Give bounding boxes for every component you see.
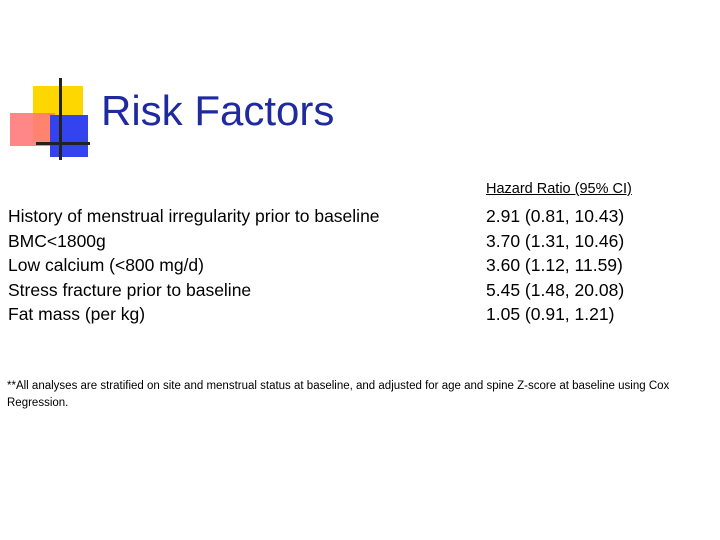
hazard-ratio-value: 2.91 (0.81, 10.43)	[486, 206, 625, 226]
hazard-ratio-list: 2.91 (0.81, 10.43) 3.70 (1.31, 10.46) 3.…	[486, 204, 624, 327]
logo-horizontal-line	[36, 142, 90, 145]
logo-blue-square	[50, 115, 88, 157]
hazard-ratio-value: 3.60 (1.12, 11.59)	[486, 255, 623, 275]
slide-title: Risk Factors	[101, 87, 335, 134]
risk-factor-item: Low calcium (<800 mg/d)	[8, 255, 204, 275]
hazard-ratio-value: 5.45 (1.48, 20.08)	[486, 279, 625, 300]
risk-factor-item: BMC<1800g	[8, 230, 106, 251]
logo-vertical-line	[59, 78, 62, 160]
risk-factor-item: Fat mass (per kg)	[8, 304, 146, 324]
logo-red-square	[10, 113, 55, 146]
risk-factor-item: Stress fracture prior to baseline	[8, 279, 252, 300]
hazard-ratio-header: Hazard Ratio (95% CI)	[486, 181, 632, 197]
hazard-ratio-value: 1.05 (0.91, 1.21)	[486, 304, 615, 324]
analysis-footnote: **All analyses are stratified on site an…	[7, 380, 670, 409]
hazard-ratio-value: 3.70 (1.31, 10.46)	[486, 230, 625, 251]
risk-factor-list: History of menstrual irregularity prior …	[8, 204, 380, 327]
slide-logo-decoration	[0, 0, 100, 170]
risk-factor-item: History of menstrual irregularity prior …	[8, 206, 380, 226]
